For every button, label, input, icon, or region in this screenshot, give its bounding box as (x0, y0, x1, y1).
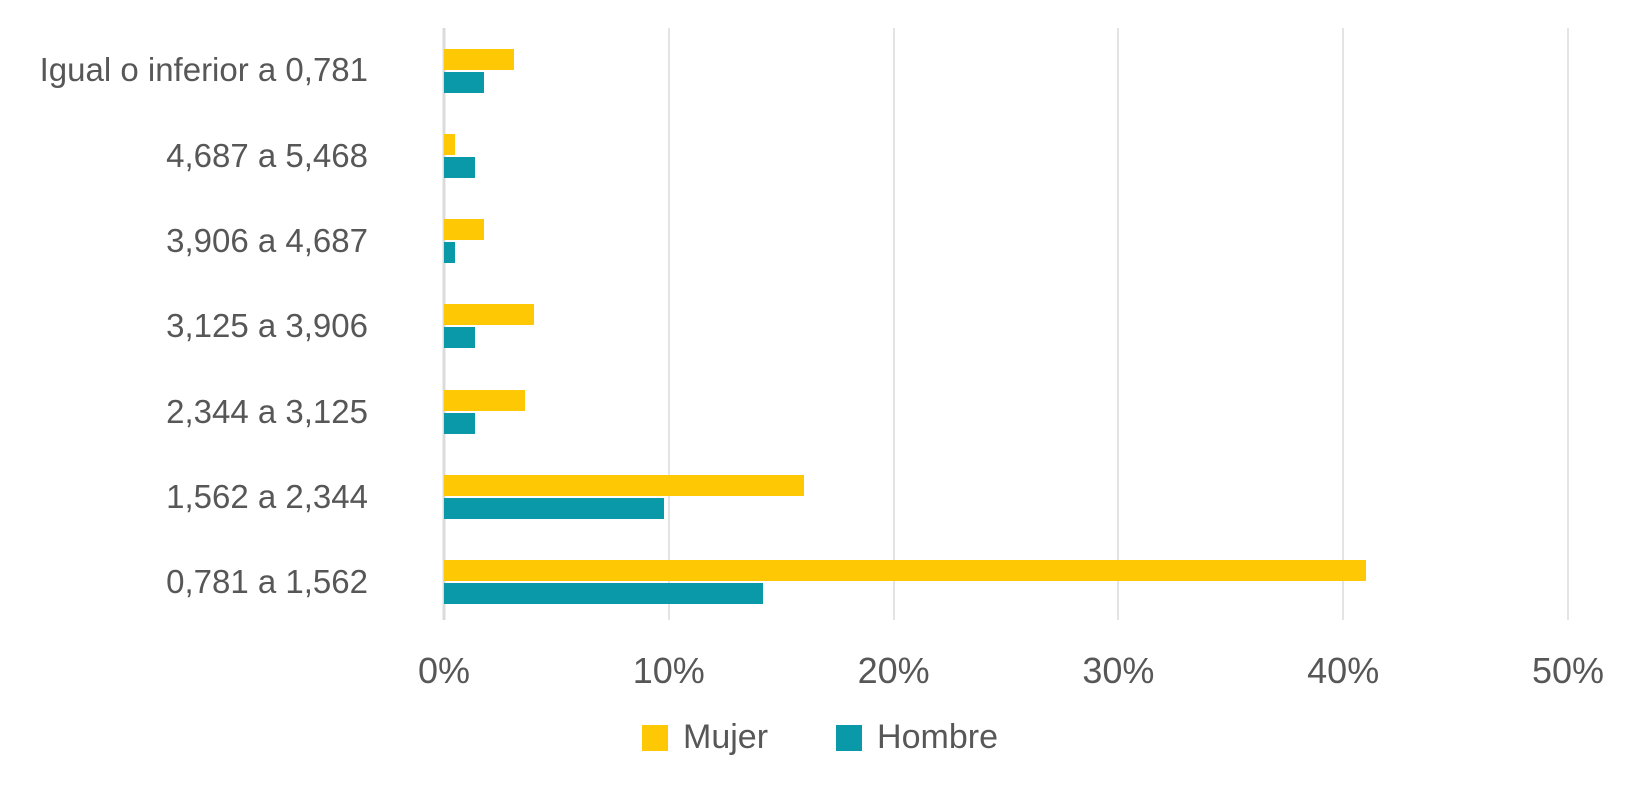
gridline-30% (1117, 28, 1120, 620)
gridline-10% (667, 28, 670, 620)
bar-hombre (444, 327, 476, 349)
category-rows: Igual o inferior a 0,781 4,687 a 5,468 3,9… (0, 28, 1568, 625)
legend-label-mujer: Mujer (683, 718, 769, 756)
category-label: 0,781 a 1,562 (166, 563, 368, 601)
category-row: 4,687 a 5,468 (0, 113, 1568, 198)
bar-group (444, 454, 1568, 539)
legend-label-hombre: Hombre (877, 718, 998, 756)
bar-group (444, 199, 1568, 284)
category-row: 3,125 a 3,906 (0, 284, 1568, 369)
legend-item-hombre: Hombre (836, 718, 998, 757)
gridline-40% (1342, 28, 1345, 620)
x-tick-label-20%: 20% (857, 650, 930, 691)
bar-mujer (444, 560, 1366, 582)
x-tick-label-30%: 30% (1082, 650, 1155, 691)
bar-mujer (444, 133, 456, 155)
bar-mujer (444, 304, 534, 326)
legend-item-mujer: Mujer (642, 718, 768, 757)
x-tick-label-0%: 0% (417, 650, 471, 691)
hombre-swatch-icon (836, 724, 863, 751)
bar-group (444, 540, 1568, 625)
bar-hombre (444, 242, 456, 264)
bar-group (444, 28, 1568, 113)
bar-group (444, 113, 1568, 198)
category-label: 1,562 a 2,344 (166, 477, 368, 515)
category-row: 1,562 a 2,344 (0, 454, 1568, 539)
x-tick-label-10%: 10% (632, 650, 705, 691)
category-label: Igual o inferior a 0,781 (39, 51, 368, 89)
category-label: 3,125 a 3,906 (166, 307, 368, 345)
x-axis: 0% 10% 20% 30% 40% 50% (418, 650, 1604, 698)
category-row: 2,344 a 3,125 (0, 369, 1568, 454)
category-row: Igual o inferior a 0,781 (0, 28, 1568, 113)
x-tick-label-40%: 40% (1307, 650, 1380, 691)
legend: Mujer Hombre (0, 718, 1640, 757)
gridline-20% (892, 28, 895, 620)
category-label: 3,906 a 4,687 (166, 222, 368, 260)
bar-hombre (444, 498, 665, 520)
bar-mujer (444, 475, 804, 497)
bar-group (444, 369, 1568, 454)
category-label: 2,344 a 3,125 (166, 392, 368, 430)
bar-mujer (444, 389, 525, 411)
bar-hombre (444, 71, 485, 93)
category-row: 0,781 a 1,562 (0, 540, 1568, 625)
x-tick-label-50%: 50% (1531, 650, 1605, 691)
bar-hombre (444, 412, 476, 434)
bar-group (444, 284, 1568, 369)
bar-mujer (444, 48, 514, 70)
bar-hombre (444, 156, 476, 178)
category-row: 3,906 a 4,687 (0, 199, 1568, 284)
mujer-swatch-icon (642, 724, 669, 751)
bar-hombre (444, 583, 764, 605)
bar-mujer (444, 219, 485, 241)
category-label: 4,687 a 5,468 (166, 136, 368, 174)
gridline-50% (1567, 28, 1569, 620)
